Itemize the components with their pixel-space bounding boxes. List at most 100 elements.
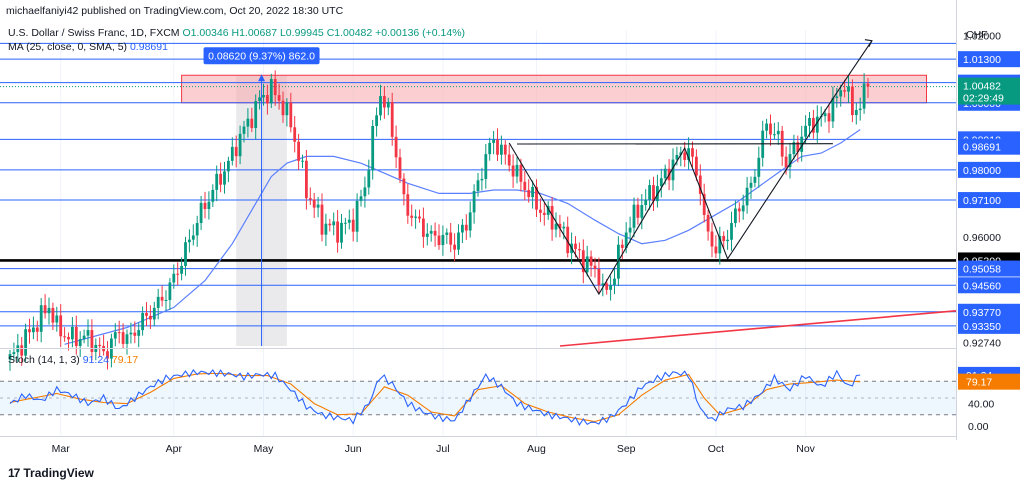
candle (215, 165, 219, 202)
candle (597, 257, 601, 293)
candle-body (589, 256, 593, 266)
candle (20, 337, 24, 366)
candle-body (714, 246, 718, 254)
candle-body (63, 336, 66, 338)
candle-body (207, 201, 211, 210)
candle (180, 257, 183, 281)
candle (121, 323, 125, 349)
candle-body (386, 102, 390, 108)
stoch-legend[interactable]: Stoch (14, 1, 3) 91.24 79.17 (8, 354, 138, 366)
candle (847, 75, 850, 103)
candle-body (273, 79, 277, 96)
candle (749, 176, 753, 199)
symbol-line[interactable]: U.S. Dollar / Swiss Franc, 1D, FXCM O1.0… (8, 26, 465, 40)
candle-body (242, 126, 246, 134)
candle (133, 321, 137, 344)
candle (273, 70, 277, 106)
candle (172, 264, 176, 289)
candle (219, 162, 222, 193)
x-tick-label: Jul (436, 443, 449, 455)
candle-body (484, 154, 488, 179)
candle (496, 128, 499, 162)
candle (312, 193, 316, 218)
candle-body (507, 154, 511, 166)
candle (698, 164, 702, 206)
candle-body (757, 157, 761, 177)
candle-body (316, 204, 320, 208)
candle-body (43, 305, 47, 314)
stoch-d-axis-label-box (958, 373, 1020, 390)
candle-body (671, 159, 675, 181)
level-label-box (958, 277, 1020, 294)
candle (737, 202, 741, 223)
candle (866, 78, 870, 98)
candle (184, 236, 187, 276)
x-tick-label: May (254, 443, 275, 455)
resistance-zone (181, 74, 928, 104)
candle-body (20, 345, 24, 356)
candle (792, 134, 796, 160)
measure-label-box (203, 47, 320, 65)
level-label: 0.93350 (963, 321, 1001, 333)
candle (804, 115, 807, 144)
tradingview-logo[interactable]: 17 TradingView (8, 466, 94, 480)
candle-body (137, 330, 141, 336)
candle (812, 109, 815, 139)
candle-body (164, 300, 168, 302)
stoch-label[interactable]: Stoch (14, 1, 3) (8, 354, 80, 366)
candle-body (195, 223, 199, 236)
candle-body (82, 335, 86, 340)
candle-body (328, 223, 332, 226)
candle (464, 214, 468, 240)
x-tick-label: Apr (166, 443, 183, 455)
candle-body (152, 307, 156, 320)
ma-line[interactable]: MA (25, close, 0, SMA, 5) 0.98691 (8, 40, 465, 54)
candle (562, 221, 566, 240)
candle (461, 219, 464, 244)
price-axis[interactable]: CHF1.020000.960000.927401.013001.006001.… (958, 29, 1020, 350)
candle-body (847, 86, 850, 92)
candle-body (823, 113, 827, 117)
candle-body (706, 214, 710, 232)
candle-body (542, 212, 546, 215)
open-value: O1.00346 (182, 27, 229, 39)
candle-body (160, 296, 164, 301)
candle-body (566, 226, 570, 254)
candle (632, 197, 636, 238)
candle (386, 97, 390, 116)
candle-body (234, 146, 238, 157)
candle-body (379, 96, 382, 116)
symbol-name[interactable]: U.S. Dollar / Swiss Franc, 1D, FXCM (8, 27, 180, 39)
x-tick-label: Sep (617, 443, 636, 455)
candle-body (320, 204, 324, 235)
candle-body (792, 142, 796, 155)
level-label: 0.97100 (963, 195, 1001, 207)
candle-body (90, 330, 94, 352)
candle (535, 179, 538, 217)
candle-body (804, 125, 807, 137)
candle (808, 112, 811, 138)
candle-body (812, 117, 815, 133)
candle-body (644, 199, 648, 206)
candle (347, 209, 351, 230)
measure-arrowhead (258, 74, 266, 82)
candle-body (277, 95, 281, 101)
candle-body (199, 202, 203, 224)
candle-body (578, 249, 581, 251)
candle (613, 267, 616, 295)
time-axis[interactable]: Mar Apr May Jun Jul Aug Sep Oct Nov (52, 443, 816, 455)
candle (324, 213, 328, 247)
candle (230, 137, 234, 166)
candle-body (788, 154, 792, 168)
candle (316, 196, 320, 218)
candle-body (293, 127, 297, 142)
candle (773, 122, 776, 140)
candle (854, 103, 858, 125)
candle (383, 86, 386, 119)
ma-label[interactable]: MA (25, close, 0, SMA, 5) (8, 41, 128, 53)
candle-body (402, 178, 406, 195)
candle-body (39, 305, 43, 332)
candle-body (628, 227, 632, 233)
